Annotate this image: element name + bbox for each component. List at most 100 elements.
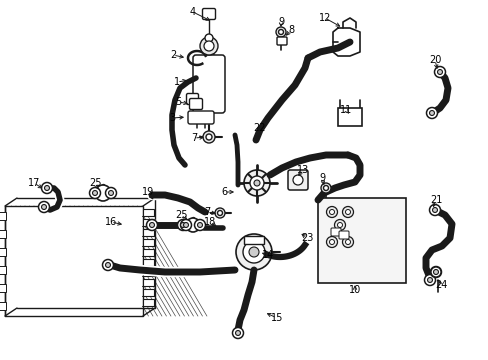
Bar <box>142 239 154 246</box>
Text: 24: 24 <box>434 280 446 290</box>
Bar <box>142 219 154 226</box>
Circle shape <box>345 210 350 215</box>
Bar <box>142 299 154 306</box>
Circle shape <box>105 188 116 198</box>
Circle shape <box>243 241 264 263</box>
Circle shape <box>342 207 353 217</box>
Circle shape <box>292 175 303 185</box>
Text: 20: 20 <box>428 55 440 65</box>
Circle shape <box>185 218 200 232</box>
Circle shape <box>253 180 260 186</box>
Bar <box>142 259 154 266</box>
Text: 16: 16 <box>104 217 117 227</box>
Circle shape <box>204 34 213 42</box>
Text: 7: 7 <box>203 207 210 217</box>
Circle shape <box>275 27 285 37</box>
FancyBboxPatch shape <box>186 94 198 104</box>
Circle shape <box>337 222 342 228</box>
Circle shape <box>426 108 437 118</box>
Bar <box>142 229 154 236</box>
Text: 18: 18 <box>203 217 216 227</box>
Circle shape <box>203 131 215 143</box>
FancyBboxPatch shape <box>338 231 348 239</box>
Circle shape <box>428 204 440 216</box>
Text: 25: 25 <box>174 210 187 220</box>
Text: 21: 21 <box>429 195 441 205</box>
Text: 22: 22 <box>252 123 264 133</box>
Text: 17: 17 <box>28 178 40 188</box>
Circle shape <box>236 234 271 270</box>
Circle shape <box>89 188 101 198</box>
Circle shape <box>44 185 49 190</box>
Text: 2: 2 <box>169 50 176 60</box>
Circle shape <box>329 210 334 215</box>
Circle shape <box>248 247 259 257</box>
Circle shape <box>424 274 435 285</box>
Circle shape <box>428 111 433 116</box>
Circle shape <box>249 176 264 190</box>
Text: 1: 1 <box>174 77 180 87</box>
Circle shape <box>102 260 113 270</box>
Text: 23: 23 <box>300 233 312 243</box>
Circle shape <box>39 202 49 212</box>
Circle shape <box>429 266 441 278</box>
Bar <box>142 279 154 286</box>
Circle shape <box>437 69 442 75</box>
Circle shape <box>215 208 224 218</box>
Circle shape <box>194 220 205 230</box>
Text: 9: 9 <box>277 17 284 27</box>
Circle shape <box>205 134 212 140</box>
Bar <box>142 249 154 256</box>
Bar <box>142 209 154 216</box>
Text: 12: 12 <box>318 13 330 23</box>
FancyBboxPatch shape <box>287 170 307 190</box>
Text: 13: 13 <box>296 165 308 175</box>
Text: 25: 25 <box>88 178 101 188</box>
Text: 6: 6 <box>221 187 226 197</box>
Circle shape <box>434 67 445 77</box>
Circle shape <box>323 185 328 190</box>
Bar <box>0 266 6 274</box>
Bar <box>142 289 154 296</box>
Circle shape <box>430 267 440 277</box>
Circle shape <box>326 207 337 217</box>
Circle shape <box>345 239 350 244</box>
Circle shape <box>427 278 431 283</box>
Circle shape <box>41 204 46 210</box>
Text: 9: 9 <box>318 173 325 183</box>
Circle shape <box>180 222 185 228</box>
Circle shape <box>180 220 191 230</box>
Circle shape <box>149 222 154 228</box>
Circle shape <box>108 190 113 195</box>
Text: 3: 3 <box>168 113 175 123</box>
Circle shape <box>334 220 345 230</box>
Bar <box>0 248 6 256</box>
Circle shape <box>41 183 52 194</box>
Circle shape <box>92 190 97 195</box>
FancyBboxPatch shape <box>189 99 202 109</box>
FancyBboxPatch shape <box>202 9 215 19</box>
FancyBboxPatch shape <box>276 37 286 45</box>
Circle shape <box>232 328 243 338</box>
Bar <box>337 108 361 126</box>
Circle shape <box>320 183 330 193</box>
Circle shape <box>326 237 337 248</box>
Text: 8: 8 <box>287 25 293 35</box>
Bar <box>244 236 264 244</box>
Circle shape <box>278 30 283 35</box>
FancyBboxPatch shape <box>187 111 214 124</box>
FancyBboxPatch shape <box>193 55 224 113</box>
Text: 19: 19 <box>142 187 154 197</box>
Circle shape <box>432 207 437 212</box>
Circle shape <box>203 41 214 51</box>
Circle shape <box>197 222 202 228</box>
Text: 11: 11 <box>339 105 351 115</box>
Bar <box>142 269 154 276</box>
Circle shape <box>342 237 353 248</box>
Circle shape <box>95 185 111 201</box>
Bar <box>0 302 6 310</box>
Bar <box>0 230 6 238</box>
Circle shape <box>329 239 334 244</box>
Bar <box>0 212 6 220</box>
Text: 10: 10 <box>348 285 360 295</box>
